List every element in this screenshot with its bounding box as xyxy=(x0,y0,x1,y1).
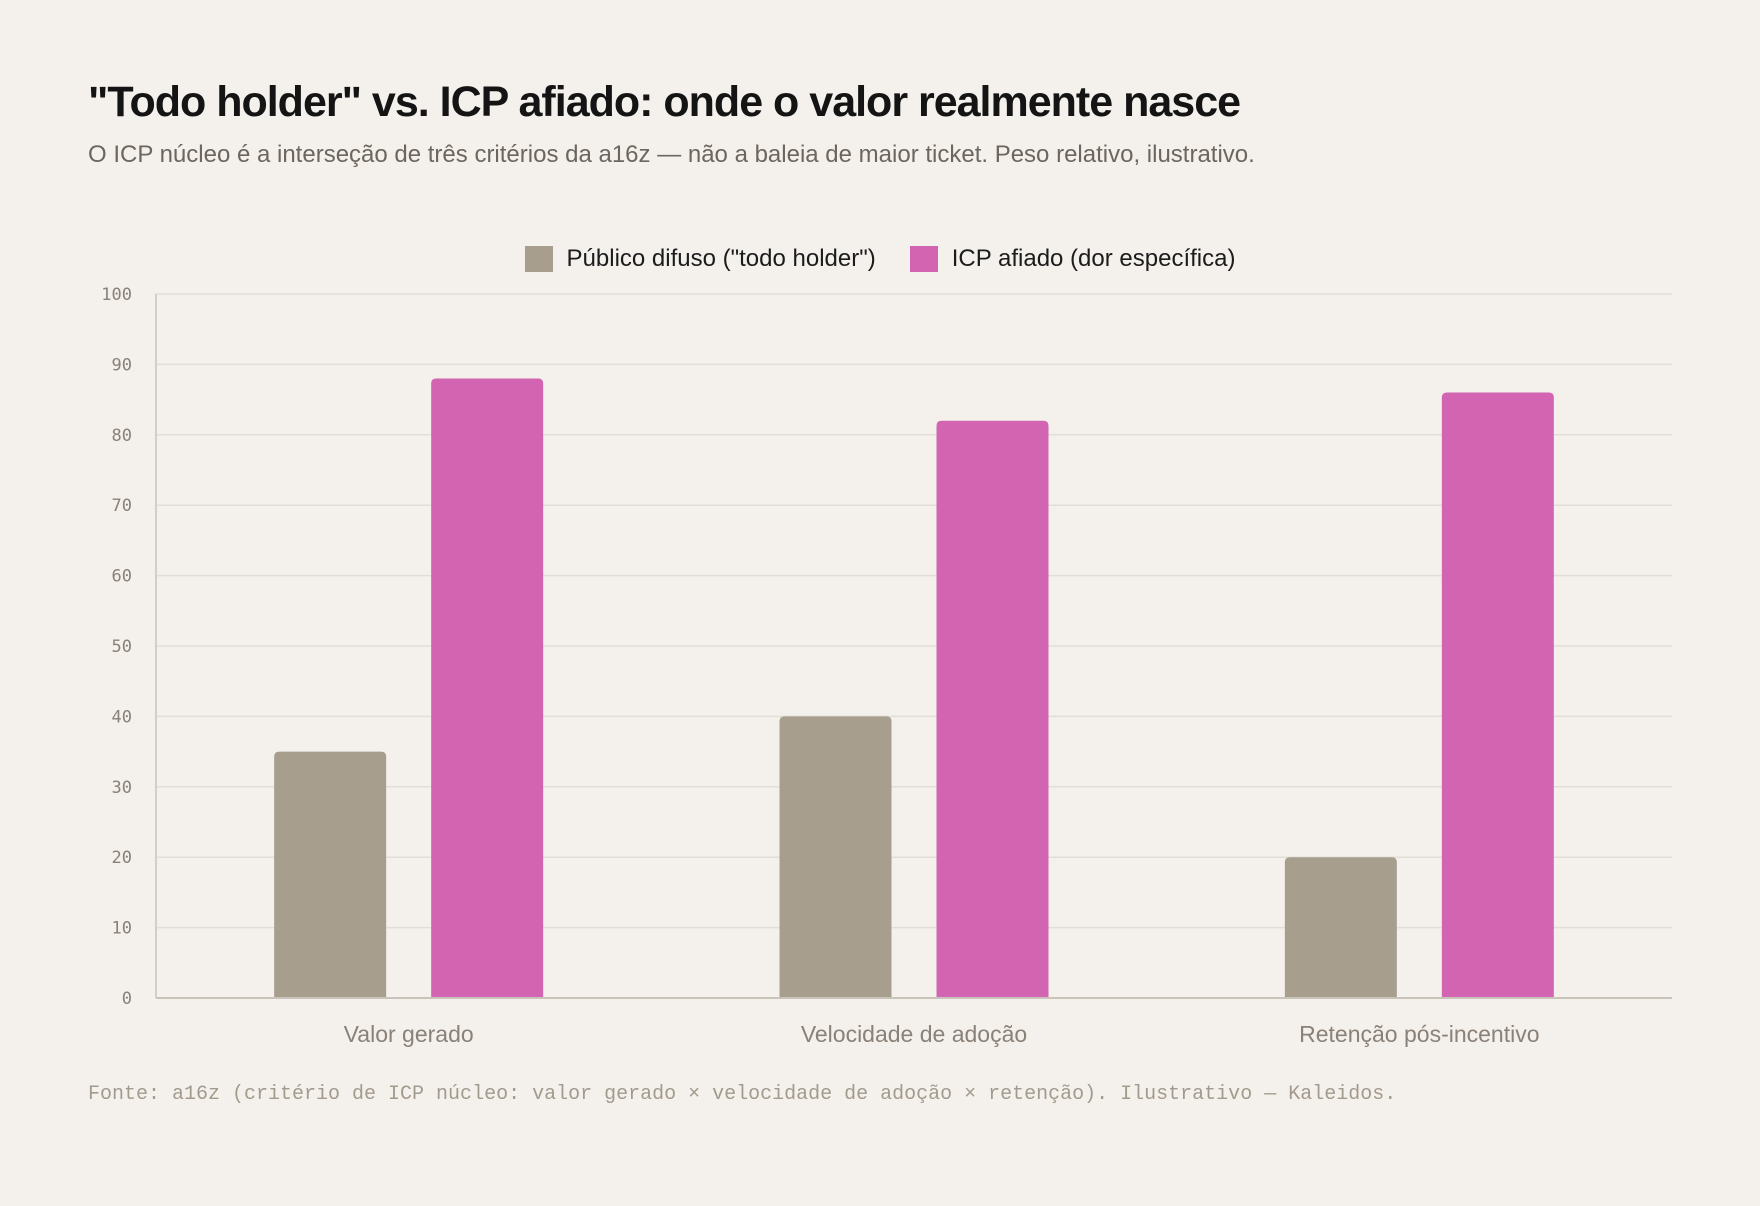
bar-icp-2 xyxy=(1441,392,1554,998)
y-tick-label: 50 xyxy=(112,637,132,657)
grid-lines xyxy=(156,293,1672,929)
y-tick-label: 70 xyxy=(112,496,132,516)
chart-subtitle: O ICP núcleo é a interseção de três crit… xyxy=(88,141,1255,168)
y-tick-label: 80 xyxy=(112,426,132,446)
y-tick-label: 0 xyxy=(122,989,132,1009)
legend-label-diffuse: Público difuso ("todo holder") xyxy=(566,245,876,272)
y-tick-label: 60 xyxy=(112,567,132,587)
legend-swatch-diffuse xyxy=(524,246,553,272)
bars xyxy=(274,378,1554,999)
bar-icp-1 xyxy=(936,420,1049,999)
bar-diffuse-2 xyxy=(1284,857,1397,998)
source-note: Fonte: a16z (critério de ICP núcleo: val… xyxy=(88,1083,1397,1106)
axes: 0 10 20 30 40 50 60 70 80 90 100 Valor gerado Veloci… xyxy=(101,285,1672,1047)
y-tick-label: 20 xyxy=(112,848,132,868)
x-tick-label: Valor gerado xyxy=(344,1021,474,1047)
y-tick-label: 100 xyxy=(101,285,132,305)
y-tick-label: 10 xyxy=(112,919,132,939)
bar-icp-0 xyxy=(431,378,544,999)
y-tick-label: 30 xyxy=(112,778,132,798)
legend-item-icp: ICP afiado (dor específica) xyxy=(909,245,1236,273)
y-tick-label: 90 xyxy=(112,355,132,375)
legend-label-icp: ICP afiado (dor específica) xyxy=(951,245,1236,272)
legend-swatch-icp xyxy=(909,246,938,272)
legend-item-diffuse: Público difuso ("todo holder") xyxy=(524,245,876,273)
chart-title: "Todo holder" vs. ICP afiado: onde o val… xyxy=(88,78,1241,126)
x-tick-label: Velocidade de adoção xyxy=(801,1021,1027,1047)
bar-diffuse-1 xyxy=(779,716,892,998)
y-tick-label: 40 xyxy=(112,707,132,727)
bar-diffuse-0 xyxy=(274,751,387,998)
x-tick-label: Retenção pós-incentivo xyxy=(1299,1021,1539,1047)
chart-legend: Público difuso ("todo holder") ICP afiad… xyxy=(0,245,1760,273)
